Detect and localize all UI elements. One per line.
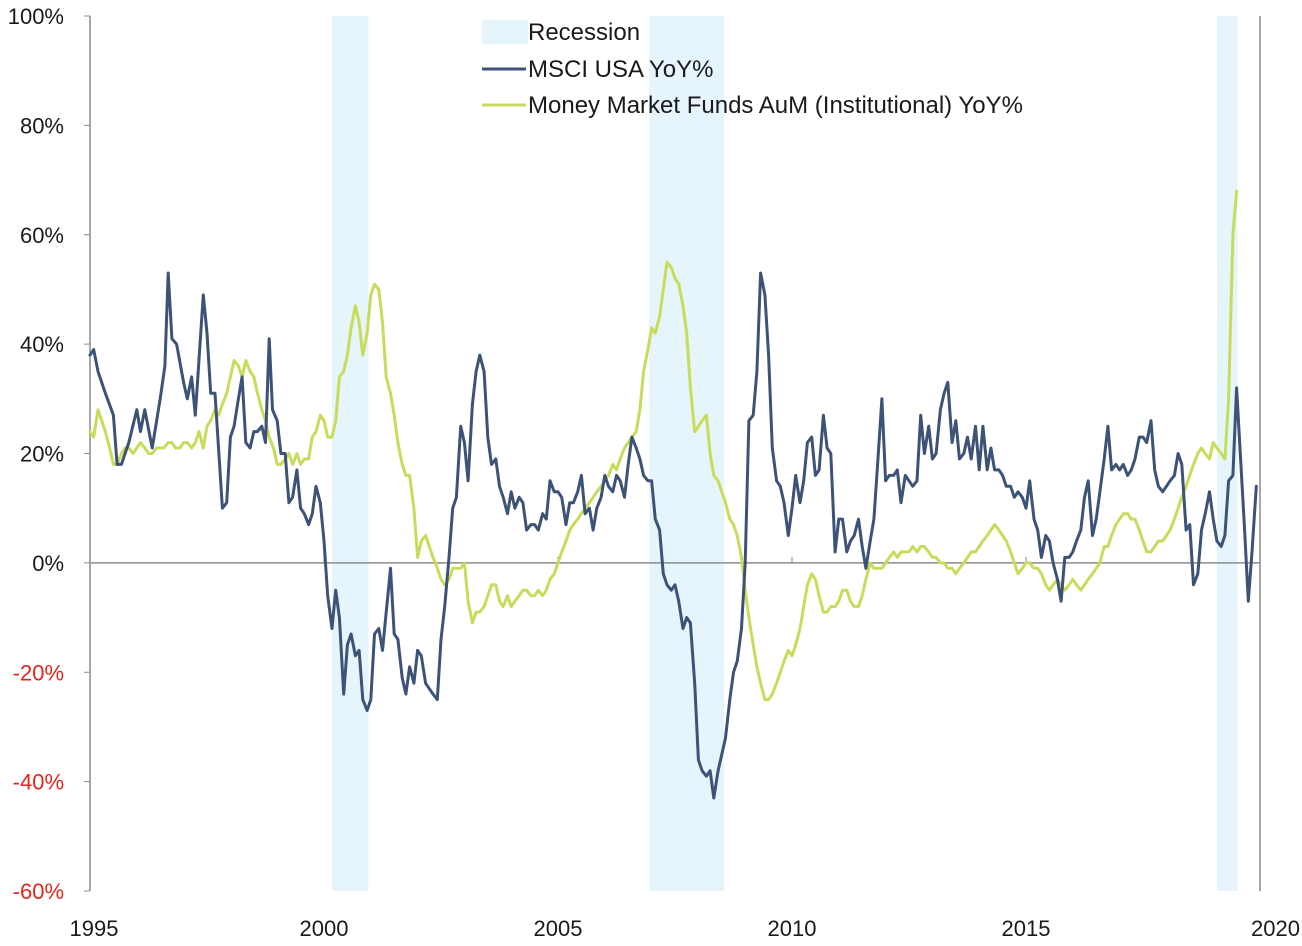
y-tick-label: 0% — [32, 551, 64, 576]
legend-label-mmf: Money Market Funds AuM (Institutional) Y… — [528, 92, 1023, 119]
series-line-money-market-funds — [88, 189, 1239, 702]
legend-label-recession: Recession — [528, 19, 640, 46]
x-tick-label: 1995 — [70, 916, 119, 941]
x-tick-label: 2015 — [1002, 916, 1051, 941]
tick-labels: 100% 80% 60% 40% 20% 0% -20% -40% -60%1995 2000 20… — [8, 4, 1300, 941]
y-tick-label: 100% — [8, 4, 64, 29]
series-line-msci-usa — [88, 271, 1258, 800]
y-tick-label: 80% — [20, 113, 64, 138]
x-tick-label: 2010 — [768, 916, 817, 941]
y-tick-label: -20% — [13, 660, 64, 685]
legend: Recession MSCI USA YoY% Money Market Fun… — [482, 19, 1023, 119]
x-tick-label: 2005 — [534, 916, 583, 941]
legend-label-msci: MSCI USA YoY% — [528, 56, 713, 83]
y-tick-label: 20% — [20, 442, 64, 467]
recession-band-2 — [649, 16, 725, 891]
x-tick-label: 2020 — [1251, 916, 1300, 941]
y-tick-label: 60% — [20, 223, 64, 248]
recession-bands — [331, 16, 1238, 891]
x-tick-label: 2000 — [300, 916, 349, 941]
y-tick-label: -60% — [13, 879, 64, 904]
series-lines — [88, 189, 1258, 800]
y-tick-label: 40% — [20, 332, 64, 357]
recession-band-1 — [331, 16, 369, 891]
y-tick-label: -40% — [13, 770, 64, 795]
legend-swatch-recession — [482, 20, 528, 44]
